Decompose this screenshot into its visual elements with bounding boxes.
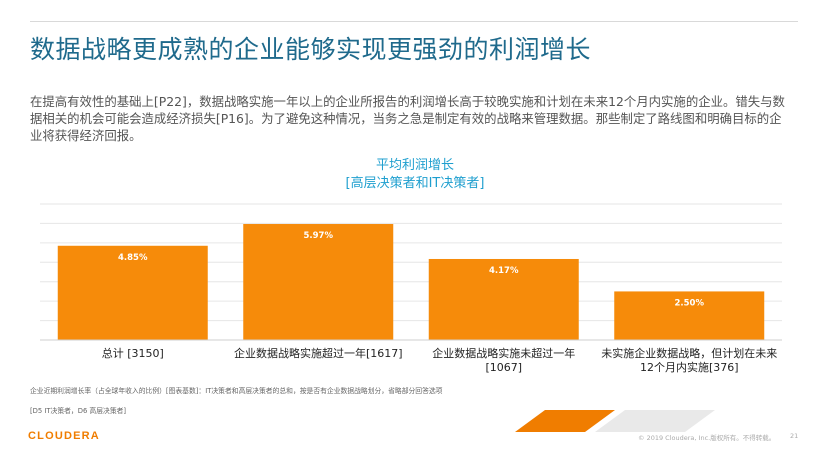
data-label: 5.97% [304, 231, 334, 241]
chart-subtitle: [高层决策者和IT决策者] [345, 176, 485, 191]
chart-title: 平均利润增长 [375, 158, 454, 173]
category-label: 未实施企业数据战略，但计划在未来 [601, 346, 777, 360]
data-label: 4.85% [118, 253, 148, 263]
intro-paragraph: 在提高有效性的基础上[P22]，数据战略实施一年以上的企业所报告的利润增长高于较… [30, 94, 785, 143]
category-label: 12个月内实施[376] [640, 360, 739, 374]
data-label: 2.50% [675, 298, 705, 308]
category-label: [1067] [485, 361, 522, 374]
page-number: 21 [790, 432, 799, 440]
category-label: 企业数据战略实施未超过一年 [432, 346, 575, 360]
bar [428, 258, 579, 340]
footnote-source: [D5 IT决策者，D6 高层决策者] [30, 407, 127, 415]
decorative-stripes [515, 410, 715, 432]
bar [243, 224, 394, 340]
data-label: 4.17% [489, 266, 519, 276]
bar [614, 291, 765, 340]
category-label: 企业数据战略实施超过一年[1617] [234, 346, 403, 360]
copyright-text: © 2019 Cloudera, Inc.版权所有。不得转载。 [638, 434, 776, 442]
category-label: 总计 [3150] [102, 346, 164, 360]
slide-title: 数据战略更成熟的企业能够实现更强劲的利润增长 [30, 35, 592, 64]
bar [57, 245, 208, 340]
top-divider [30, 21, 798, 22]
footnote-base: 企业近期利润增长率（占全球年收入的比例）[图表基数]：IT决策者和高层决策者的总… [30, 387, 443, 395]
cloudera-logo: CLOUDERA [28, 430, 100, 442]
